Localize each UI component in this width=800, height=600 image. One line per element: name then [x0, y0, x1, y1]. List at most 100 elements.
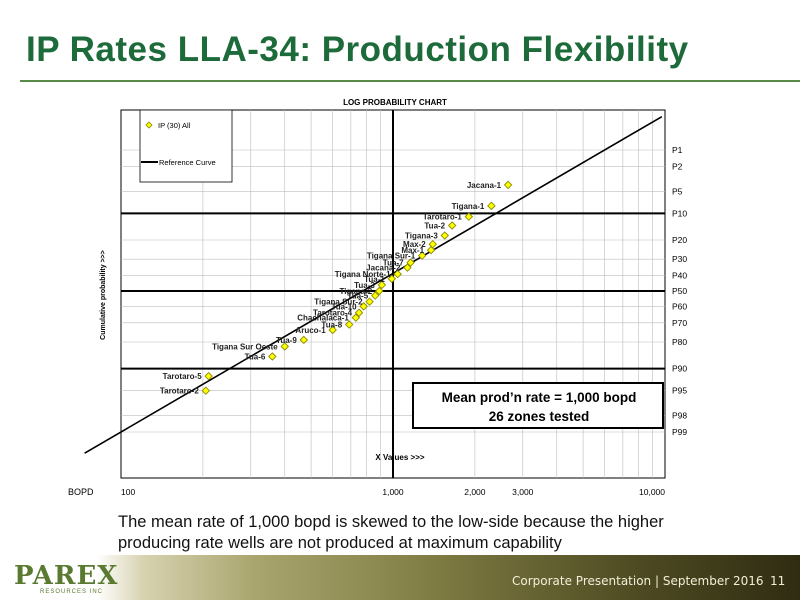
- y-tick-label: P20: [672, 235, 687, 245]
- data-point-marker: [370, 291, 380, 300]
- data-point-marker: [440, 231, 450, 240]
- y-tick-label: P60: [672, 301, 687, 311]
- data-point-marker: [447, 221, 457, 230]
- data-point-marker: [387, 274, 397, 283]
- data-point-marker: [354, 308, 364, 317]
- data-point-label: Max-1: [401, 246, 424, 255]
- y-tick-label: P30: [672, 254, 687, 264]
- y-tick-label: P70: [672, 318, 687, 328]
- data-point-label: Tua-3: [354, 281, 375, 290]
- y-tick-label: P5: [672, 186, 683, 196]
- data-point-marker: [328, 325, 337, 335]
- y-tick-label: P90: [672, 364, 687, 374]
- annotation-line-1: Mean prod’n rate = 1,000 bopd: [442, 390, 637, 405]
- y-tick-label: P50: [672, 286, 687, 296]
- title-divider: [20, 80, 800, 82]
- y-tick-label: P95: [672, 386, 687, 396]
- legend-box: [139, 109, 233, 183]
- data-point-marker: [299, 335, 309, 345]
- x-tick-label: 3,000: [512, 487, 534, 497]
- data-point-marker: [503, 180, 513, 190]
- data-point-marker: [204, 371, 213, 381]
- data-point-marker: [201, 386, 211, 395]
- data-point-label: Tua-7: [383, 259, 404, 268]
- y-tick-label: P10: [672, 208, 687, 218]
- data-point-label: Jacana-1: [467, 181, 502, 190]
- x-axis-unit-label: BOPD: [68, 487, 94, 497]
- legend-label-reference: Reference Curve: [159, 158, 216, 167]
- data-point-marker: [374, 286, 384, 296]
- data-point-label: Tigana Sur Oeste: [212, 342, 278, 351]
- data-point-marker: [351, 313, 361, 322]
- data-point-marker: [426, 245, 436, 255]
- data-point-marker: [280, 342, 289, 351]
- reference-curve-line: [84, 115, 663, 454]
- data-point-label: Tarotaro-1: [423, 213, 463, 222]
- data-point-marker: [464, 212, 474, 221]
- data-point-label: Tarotaro-4: [313, 309, 353, 318]
- data-point-marker: [365, 297, 374, 306]
- annotation-line-2: 26 zones tested: [489, 409, 590, 424]
- reference-lines: [121, 110, 665, 478]
- data-point-label: Tua-10: [331, 302, 357, 311]
- data-point-label: Tua-9: [276, 336, 297, 345]
- chart-title: LOG PROBABILITY CHART: [343, 98, 447, 107]
- x-tick-labels: 100 1,000 2,000 3,000 10,000: [121, 487, 665, 497]
- data-points: [201, 180, 513, 395]
- data-point-label: Chachalaca-1: [297, 314, 349, 323]
- data-point-marker: [417, 251, 427, 260]
- data-point-label: Tigana Norte-1: [335, 270, 391, 279]
- point-labels: Jacana-1Tigana-1Tarotaro-1Tua-2Tigana-3M…: [160, 181, 502, 396]
- log-probability-chart: LOG PROBABILITY CHART Jacana-1 Tigana-1 Ta…: [68, 98, 687, 497]
- parex-logo-subtext: RESOURCES INC: [40, 589, 104, 595]
- x-axis-title: X Values >>>: [375, 453, 424, 462]
- data-point-label: Max-2: [403, 240, 426, 249]
- caption-text: The mean rate of 1,000 bopd is skewed to…: [118, 513, 664, 552]
- legend-marker-icon: [145, 121, 153, 129]
- data-point-marker: [268, 352, 277, 361]
- x-tick-label: 2,000: [464, 487, 486, 497]
- data-point-label: Tarotaro-5: [163, 372, 203, 381]
- footer-bar: [0, 555, 800, 600]
- y-tick-label: P1: [672, 145, 683, 155]
- data-point-label: Tarotaro-2: [160, 387, 200, 396]
- annotation-box: Mean prod’n rate = 1,000 bopd 26 zones t…: [412, 382, 664, 429]
- y-tick-label: P99: [672, 427, 687, 437]
- data-point-label: Tigana-1: [452, 202, 485, 211]
- y-tick-labels: P1 P2 P5 P10 P20 P30 P40 P50 P60 P70 P80 P90 P95 P98 P…: [672, 145, 687, 437]
- x-tick-label: 100: [121, 487, 135, 497]
- data-point-marker: [393, 269, 402, 279]
- data-point-marker: [403, 263, 412, 272]
- data-point-marker: [359, 302, 368, 311]
- data-point-label: Tigana Sur-2: [314, 298, 363, 307]
- data-point-label: Tigana Sur-1: [367, 252, 416, 261]
- y-axis-title: Cumulative probability >>>: [100, 250, 107, 340]
- data-point-label: Tigana-2: [339, 287, 372, 296]
- presentation-label: Corporate Presentation | September 2016: [512, 574, 764, 588]
- slide-title: IP Rates LLA-34: Production Flexibility: [26, 30, 689, 69]
- y-tick-label: P2: [672, 162, 683, 172]
- data-point-marker: [487, 201, 496, 211]
- page-number: 11: [770, 574, 786, 588]
- data-point-label: Tua-8: [321, 321, 342, 330]
- legend: IP (30) All Reference Curve: [139, 109, 233, 183]
- reference-curve-group: [84, 115, 663, 454]
- data-point-label: Tua-6: [245, 352, 266, 361]
- parex-logo: PAREX: [14, 561, 119, 591]
- x-tick-label: 1,000: [382, 487, 404, 497]
- data-point-marker: [377, 280, 387, 290]
- x-tick-label: 10,000: [639, 487, 665, 497]
- data-point-label: Aruco-1: [295, 326, 326, 335]
- data-point-label: Tua-5: [347, 292, 368, 301]
- data-point-label: Tua-1: [364, 275, 385, 284]
- annotation-border: [412, 382, 664, 429]
- data-point-label: Tigana-3: [405, 232, 438, 241]
- legend-label-ip30: IP (30) All: [158, 121, 191, 130]
- data-point-marker: [344, 320, 354, 329]
- y-tick-label: P40: [672, 271, 687, 281]
- data-point-marker: [406, 258, 415, 267]
- data-point-label: Jacana-2: [366, 264, 401, 273]
- data-point-label: Tua-2: [424, 222, 445, 231]
- y-tick-label: P80: [672, 337, 687, 347]
- y-tick-label: P98: [672, 410, 687, 420]
